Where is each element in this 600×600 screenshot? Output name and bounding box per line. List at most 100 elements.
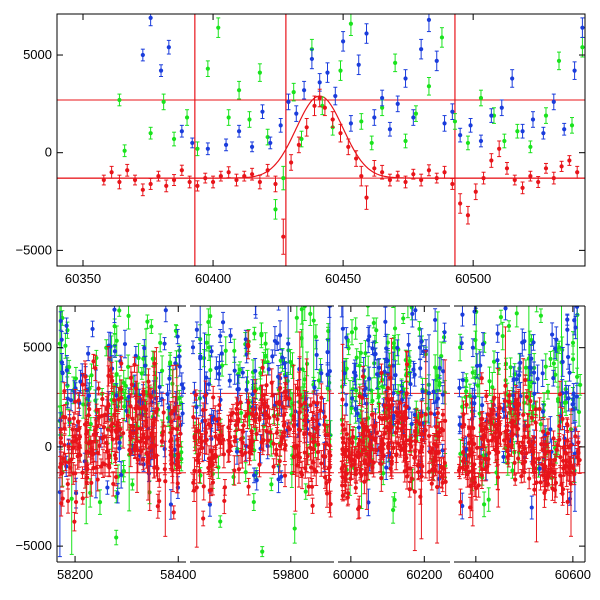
upper-point [205,60,210,78]
lower-point [287,389,292,408]
upper-point [411,168,416,180]
data-point [313,334,319,339]
lower-point [119,461,124,489]
data-point [333,93,338,99]
lower-point [154,396,160,422]
data-point [240,370,245,375]
data-point [387,127,393,132]
data-point [232,468,237,473]
lower-point [299,460,305,490]
upper-point [101,174,106,186]
data-point [276,477,281,482]
lower-point [232,356,237,385]
lower-point [83,363,88,390]
data-point [113,428,118,433]
data-point [325,350,330,355]
lower-point [64,317,69,334]
lower-point [211,385,216,410]
data-point [260,549,265,554]
data-point [191,414,196,420]
data-point [251,473,257,478]
data-point [246,400,251,405]
data-point [227,378,232,383]
upper-point [426,164,432,177]
data-point [167,376,172,381]
upper-point [395,95,400,113]
data-point [206,319,211,325]
data-point [243,337,248,342]
lower-point [161,421,166,442]
data-point [171,177,177,183]
data-point [64,368,69,373]
lower-point [213,423,218,450]
data-point [236,387,241,392]
data-point [113,474,119,480]
upper-point [387,121,393,137]
data-point [302,432,307,437]
lower-point [179,372,184,397]
data-point [569,123,575,128]
lower-point [234,438,240,465]
data-point [107,465,112,470]
data-point [222,485,228,490]
data-point [258,371,263,376]
lower-point [70,422,75,437]
upper-point [372,109,377,126]
data-point [298,263,302,267]
upper-point [278,118,283,133]
data-point [271,464,276,469]
data-point [195,146,200,151]
data-point [252,389,258,394]
data-point [236,129,242,134]
data-point [121,380,126,386]
data-point [73,399,78,404]
lower-point [232,455,237,486]
upper-point [299,130,304,148]
lower-point [105,480,110,495]
data-point [282,473,288,478]
lower-point [117,306,122,317]
upper-point [179,164,184,176]
lower-segment: −5000 0 5000 58200 58400 [15,305,196,582]
data-point [302,377,307,382]
data-point [146,435,151,440]
upper-point [273,199,278,220]
data-point [163,308,168,313]
data-point [117,179,122,185]
data-point [148,131,153,136]
data-point [204,437,209,442]
lower-point [116,387,121,412]
upper-point [312,95,317,117]
lower-plot-area [190,259,334,558]
data-point [426,17,432,22]
data-point [91,451,96,456]
data-point [327,368,332,374]
lower-point [162,337,167,351]
data-point [210,179,216,185]
lower-point [175,328,180,345]
lower-point [162,463,167,476]
lower-point [78,447,83,463]
data-point [207,464,213,469]
upper-point [257,63,262,82]
data-point [280,355,285,360]
data-point [478,138,484,144]
data-point [273,181,278,187]
data-point [81,402,86,407]
lower-point [282,382,288,402]
data-point [157,384,162,390]
data-point [253,368,258,374]
lower-point [134,364,140,493]
lower-point [298,259,302,271]
data-point [86,351,91,356]
upper-point [265,163,270,177]
upper-point [125,163,130,177]
data-point [272,338,278,344]
lower-point [302,437,307,468]
data-point [346,144,351,149]
upper-point [216,17,221,38]
data-point [515,129,520,134]
data-point [299,402,304,408]
upper-point [148,177,153,190]
data-point [302,400,307,406]
